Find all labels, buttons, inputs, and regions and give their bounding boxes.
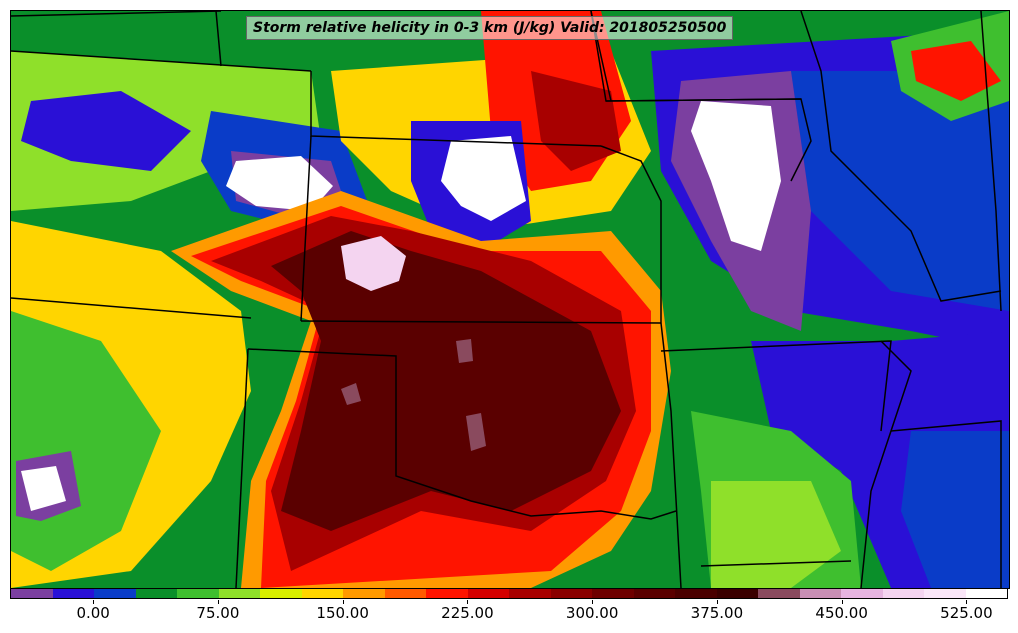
field-se-lime xyxy=(711,481,841,588)
colorbar-segment xyxy=(218,589,260,598)
field-core-pink xyxy=(341,236,406,291)
colorbar-tick xyxy=(841,600,843,604)
border-ok-panhandle xyxy=(247,348,677,520)
border-wy-co xyxy=(11,50,312,72)
colorbar-segment xyxy=(592,589,634,598)
colorbar-segment xyxy=(633,589,675,598)
helicity-field-map xyxy=(11,11,1009,588)
colorbar-tick xyxy=(342,600,344,604)
field-core-mauve-1 xyxy=(341,383,361,405)
border-wy-mt xyxy=(215,11,222,67)
border-nm-co xyxy=(11,297,252,319)
border-ia-mo xyxy=(605,98,812,182)
colorbar-tick xyxy=(592,600,594,604)
colorbar-segment xyxy=(94,589,136,598)
border-il xyxy=(800,11,1002,302)
colorbar-tick xyxy=(716,600,718,604)
colorbar xyxy=(10,588,1008,599)
field-core-maroon xyxy=(271,231,621,531)
border-nm-tx xyxy=(235,348,249,588)
border-mo-ar xyxy=(660,340,892,432)
border-sd-ne xyxy=(11,11,222,17)
colorbar-segment xyxy=(260,589,302,598)
field-north-white xyxy=(441,136,526,221)
colorbar-tick-label: 300.00 xyxy=(565,604,619,622)
border-co-ks xyxy=(300,135,312,322)
colorbar-tick xyxy=(217,600,219,604)
border-tn-ms xyxy=(890,420,1002,588)
colorbar-segment xyxy=(177,589,219,598)
colorbar-tick-label: 75.00 xyxy=(196,604,240,622)
field-se-darkblue xyxy=(901,431,1009,588)
colorbar-segment xyxy=(135,589,177,598)
field-ne-red xyxy=(911,41,1001,101)
colorbar-tick-label: 150.00 xyxy=(316,604,369,622)
colorbar-segment xyxy=(343,589,385,598)
field-west-white xyxy=(226,156,333,211)
colorbar-tick xyxy=(467,600,469,604)
border-ks-ok xyxy=(300,320,662,324)
colorbar-segment xyxy=(675,589,717,598)
field-east-white xyxy=(691,101,781,251)
map-title: Storm relative helicity in 0-3 km (J/kg)… xyxy=(246,16,734,40)
field-west-blue xyxy=(21,91,191,171)
colorbar-segment xyxy=(426,589,468,598)
colorbar-segment xyxy=(716,589,758,598)
field-core-mauve-2 xyxy=(466,413,486,451)
colorbar-segment xyxy=(758,589,800,598)
colorbar-tick-label: 375.00 xyxy=(690,604,744,622)
colorbar-tick-label: 450.00 xyxy=(815,604,868,622)
border-ar-la xyxy=(700,560,852,567)
colorbar-tick-label: 0.00 xyxy=(76,604,110,622)
colorbar-segment xyxy=(550,589,592,598)
colorbar-segment xyxy=(52,589,94,598)
field-sw-white xyxy=(21,466,66,511)
colorbar-segment xyxy=(799,589,841,598)
colorbar-segment xyxy=(509,589,551,598)
colorbar-segment xyxy=(301,589,343,598)
colorbar-segment xyxy=(467,589,509,598)
field-core-mauve-3 xyxy=(456,339,473,363)
colorbar-segment xyxy=(11,589,53,598)
colorbar-tick xyxy=(966,600,968,604)
map-panel xyxy=(10,10,1010,589)
colorbar-tick-label: 225.00 xyxy=(441,604,494,622)
colorbar-segment xyxy=(384,589,426,598)
colorbar-segment xyxy=(841,589,883,598)
colorbar-segment xyxy=(965,589,1007,598)
state-boundaries xyxy=(11,11,1002,588)
border-in xyxy=(980,11,1002,312)
border-ks-mo xyxy=(600,145,682,588)
colorbar-tick xyxy=(93,600,95,604)
colorbar-tick-label: 525.00 xyxy=(940,604,993,622)
colorbar-segment xyxy=(924,589,966,598)
field-east-darkblue xyxy=(791,71,1009,311)
colorbar-ticks: 0.00 75.00 150.00 225.00 300.00 375.00 450.00 5… xyxy=(10,600,1008,628)
colorbar-segment xyxy=(882,589,924,598)
